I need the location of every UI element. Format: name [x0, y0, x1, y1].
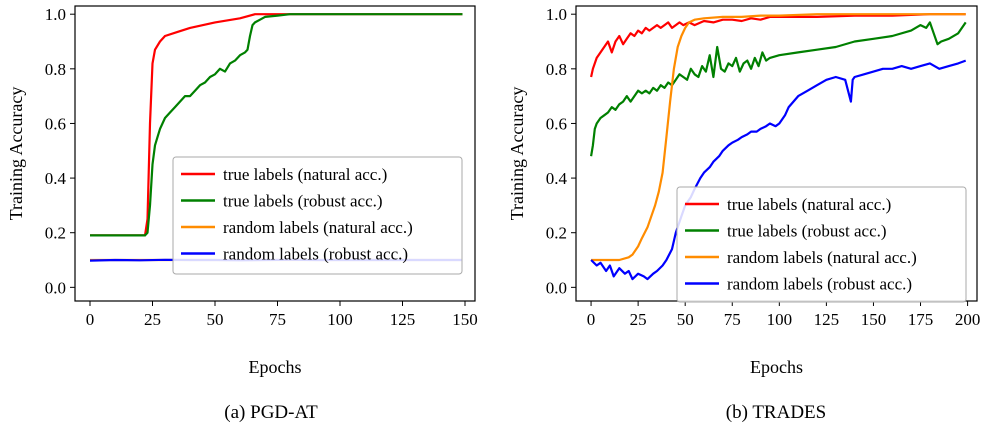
x-tick-label: 125 [390, 310, 416, 329]
y-tick-label: 0.6 [546, 114, 567, 133]
x-tick-label: 200 [955, 310, 981, 329]
legend-box [676, 186, 967, 303]
x-axis-label: Epochs [249, 357, 302, 377]
y-tick-label: 0.0 [546, 278, 567, 297]
legend-label: random labels (robust acc.) [223, 245, 408, 264]
legend-label: random labels (robust acc.) [727, 275, 912, 294]
panel-pgd-at: 0 25 50 75 100 125 150 0.0 0.2 0.4 0.6 0.8 1.0 Epochs… [6, 5, 478, 423]
x-tick-label: 50 [677, 310, 694, 329]
x-tick-label: 125 [814, 310, 840, 329]
legend-label: true labels (robust acc.) [727, 222, 887, 241]
legend-label: random labels (natural acc.) [223, 218, 413, 237]
y-tick-label: 0.6 [45, 114, 66, 133]
series-line-0 [90, 13, 463, 237]
x-tick-label: 50 [207, 310, 224, 329]
y-tick-label: 0.8 [45, 60, 66, 79]
legend-label: true labels (robust acc.) [223, 192, 383, 211]
x-tick-label: 175 [908, 310, 934, 329]
panel-trades: 0 25 50 75 100 125 150 175 200 0.0 0.2 0.4 0.6 0.8 1.0… [507, 5, 980, 423]
y-tick-label: 1.0 [45, 5, 66, 24]
y-tick-label: 0.4 [45, 169, 67, 188]
series-line-1 [90, 13, 463, 237]
legend-label: true labels (natural acc.) [223, 165, 387, 184]
y-tick-label: 1.0 [546, 5, 567, 24]
figure-caption: (a) PGD-AT [224, 402, 318, 423]
series-line-3 [590, 59, 967, 281]
x-tick-label: 100 [327, 310, 353, 329]
series-line-1 [590, 21, 967, 157]
x-tick-label: 75 [724, 310, 741, 329]
series-line-0 [590, 13, 966, 78]
x-tick-label: 100 [767, 310, 793, 329]
x-tick-label: 25 [144, 310, 161, 329]
legend-box [172, 156, 463, 275]
legend-label: random labels (natural acc.) [727, 248, 917, 267]
y-tick-label: 0.2 [45, 224, 66, 243]
x-tick-label: 0 [587, 310, 596, 329]
y-tick-label: 0.8 [546, 60, 567, 79]
x-axis-label: Epochs [750, 357, 803, 377]
figure-caption: (b) TRADES [726, 402, 826, 423]
y-axis-label: Training Accuracy [6, 87, 26, 221]
x-tick-label: 25 [630, 310, 647, 329]
series-line-2 [591, 13, 966, 262]
x-tick-label: 75 [269, 310, 286, 329]
y-tick-label: 0.4 [546, 169, 568, 188]
legend-label: true labels (natural acc.) [727, 195, 891, 214]
y-tick-label: 0.2 [546, 224, 567, 243]
x-tick-label: 150 [861, 310, 887, 329]
x-tick-label: 150 [452, 310, 478, 329]
x-tick-label: 0 [86, 310, 95, 329]
y-tick-label: 0.0 [45, 278, 66, 297]
y-axis-label: Training Accuracy [507, 87, 527, 221]
